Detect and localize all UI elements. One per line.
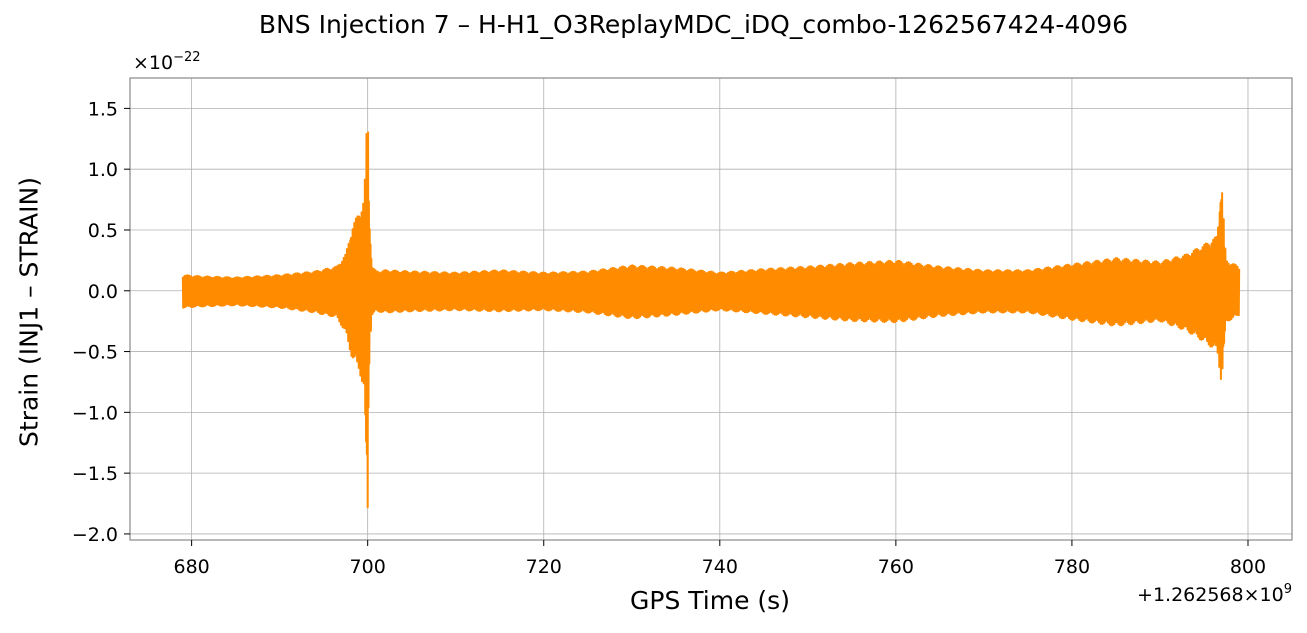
y-tick-label: −2.0	[72, 524, 118, 546]
y-scale-factor-label: ×10−22	[133, 50, 201, 74]
x-axis-label: GPS Time (s)	[630, 586, 790, 615]
x-tick-label: 680	[173, 556, 209, 578]
y-tick-label: −1.0	[72, 402, 118, 424]
x-offset-exponent: 9	[1283, 582, 1292, 597]
series-line-0	[181, 131, 1241, 509]
x-offset-label: +1.262568×109	[1137, 582, 1292, 606]
x-tick-label: 700	[350, 556, 386, 578]
x-tick-label: 800	[1230, 556, 1266, 578]
y-scale-base: ×10	[133, 52, 174, 74]
y-tick-label: 0.5	[88, 220, 118, 242]
y-tick-label: 0.0	[88, 281, 118, 303]
chart-title: BNS Injection 7 – H-H1_O3ReplayMDC_iDQ_c…	[258, 10, 1129, 39]
series-layer	[181, 131, 1241, 509]
x-tick-label: 720	[526, 556, 562, 578]
y-tick-label: 1.5	[88, 98, 118, 120]
y-scale-exponent: −22	[173, 50, 201, 65]
y-tick-label: −1.5	[72, 463, 118, 485]
plot-frame	[129, 77, 1293, 541]
y-tick-label: 1.0	[88, 159, 118, 181]
axis-ticks: 680 700 720 740 760 780 800 1.5 1.0 0.5 0.0 −0.5 −1.…	[72, 98, 1266, 578]
x-tick-label: 780	[1054, 556, 1090, 578]
x-tick-label: 760	[878, 556, 914, 578]
x-tick-label: 740	[702, 556, 738, 578]
y-tick-label: −0.5	[72, 342, 118, 364]
x-offset-base: +1.262568×10	[1137, 584, 1284, 606]
